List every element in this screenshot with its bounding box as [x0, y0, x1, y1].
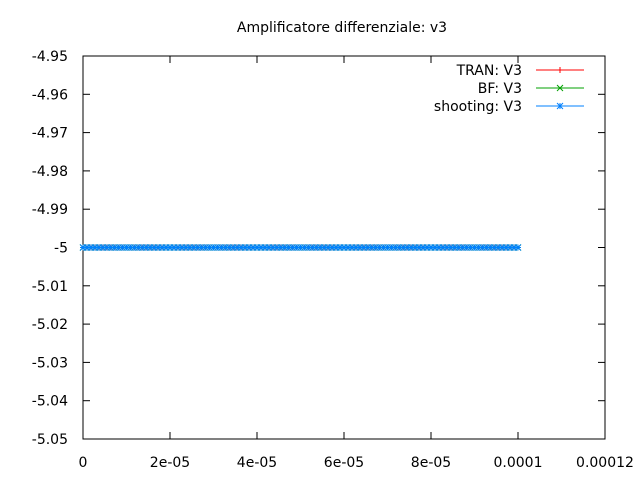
series-star — [79, 244, 522, 251]
legend-marker — [557, 67, 563, 73]
y-tick-label: -4.96 — [32, 87, 68, 103]
y-tick-label: -4.98 — [32, 164, 68, 180]
x-tick-label: 0.0001 — [494, 455, 543, 471]
x-tick-label: 8e-05 — [411, 455, 451, 471]
legend-label: TRAN: V3 — [456, 63, 522, 79]
legend-marker — [556, 102, 564, 110]
y-tick-label: -4.99 — [32, 202, 68, 218]
y-tick-label: -5.02 — [32, 317, 68, 333]
y-tick-label: -4.95 — [32, 49, 68, 65]
x-tick-label: 0 — [79, 455, 88, 471]
x-tick-label: 0.00012 — [576, 455, 634, 471]
x-axis: 0 2e-05 4e-05 6e-05 8e-05 0.0001 0.00012 — [79, 56, 634, 471]
y-tick-label: -5.05 — [32, 432, 68, 448]
y-tick-label: -5.04 — [32, 394, 68, 410]
x-tick-label: 6e-05 — [324, 455, 364, 471]
y-tick-label: -5.01 — [32, 279, 68, 295]
y-tick-label: -5 — [54, 241, 68, 257]
series-layer — [79, 244, 522, 251]
legend: TRAN: V3 BF: V3 shooting: V3 — [434, 63, 584, 115]
data-point — [514, 244, 522, 251]
chart-title: Amplificatore differenziale: v3 — [237, 20, 447, 36]
x-tick-label: 4e-05 — [237, 455, 277, 471]
legend-marker — [556, 84, 564, 92]
y-tick-label: -5.03 — [32, 355, 68, 371]
legend-label: BF: V3 — [478, 81, 522, 97]
y-axis: -4.95 -4.96 -4.97 -4.98 -4.99 -5 -5.01 -5.02 -5.… — [32, 49, 605, 448]
x-tick-label: 2e-05 — [150, 455, 190, 471]
y-tick-label: -4.97 — [32, 126, 68, 142]
legend-label: shooting: V3 — [434, 99, 522, 115]
